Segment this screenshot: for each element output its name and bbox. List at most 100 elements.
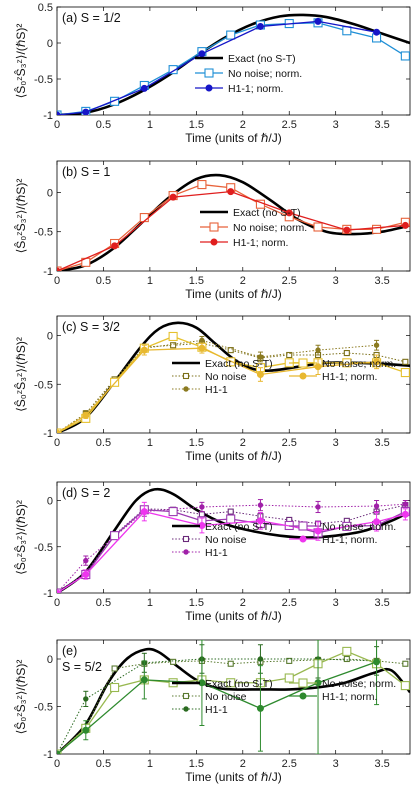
data-point [226,30,236,40]
x-tick-label: 2.5 [282,119,297,131]
legend: Exact (no S-T) No noise; norm. H1-1; norm. [195,53,302,95]
y-tick-label: -1 [43,588,53,600]
x-tick-label: 1 [147,437,153,449]
series-dot-solid [57,501,409,593]
x-tick-label: 1 [147,119,153,131]
data-point [373,658,381,666]
y-tick-label: 0 [47,496,53,508]
x-tick-label: 0 [54,758,60,770]
data-point [197,180,207,190]
series-sq-dotted [57,340,409,433]
legend-label: No noise; norm. [228,68,302,80]
panel-c: 0 0.5 1 1.5 2 2.5 3 3.5 -1 -0.5 0 Time (units of ℏ/… [13,315,411,463]
data-point [198,50,206,58]
data-point [168,331,178,342]
legend-label: H1-1 [205,384,228,396]
series-dot-solid [57,342,381,433]
y-axis-label: ⟨Ŝ₀ᶻŜ₃ᶻ⟩/(ℏS)² [13,337,28,412]
data-point [373,503,380,509]
data-point [110,377,120,387]
x-tick-label: 2 [240,437,246,449]
x-tick-label: 2.5 [282,597,297,609]
y-tick-label: -0.5 [34,379,53,391]
legend-label: H1-1; norm. [228,83,283,95]
legend-label: No noise; norm. [322,678,396,690]
legend-marker [183,549,189,555]
data-point [401,221,409,229]
x-tick-label: 1.5 [189,275,204,287]
legend-label: No noise; norm. [322,521,396,533]
data-point [373,358,381,366]
plot-area [57,173,410,271]
legend-label: No noise [205,691,247,703]
x-tick-label: 0 [54,119,60,131]
data-point [199,337,205,344]
data-point [256,370,264,378]
x-tick-label: 1.5 [189,119,204,131]
x-tick-label: 2.5 [282,758,297,770]
plot-frame [56,639,411,755]
legend-label: H1-1; norm. [322,534,377,546]
y-tick-label: -0.5 [34,542,53,554]
data-point [343,226,351,234]
x-tick-label: 0 [54,275,60,287]
x-tick-label: 0 [54,597,60,609]
data-point [198,511,205,518]
data-point [57,589,61,593]
data-point [82,108,90,115]
data-point [402,660,409,667]
x-tick-label: 0 [54,437,60,449]
data-point [284,673,294,683]
legend-label: H1-1 [205,704,228,716]
data-point [342,26,352,36]
legend-label: H1-1 [205,547,228,559]
panel-a: 0 0.5 1 1.5 2 2.5 3 3.5 -1 -0.5 0 0.5 Time (units of… [13,2,411,145]
x-tick-label: 3.5 [374,119,389,131]
data-point [314,17,322,25]
legend-marker [182,692,190,700]
panel-subtitle: S = 5/2 [62,660,102,674]
legend-marker [183,386,189,392]
data-point [285,209,293,217]
data-point [400,367,410,378]
legend-marker [209,222,219,232]
legend-label: H1-1; norm. [322,691,377,703]
y-tick-label: 0 [47,187,53,199]
x-tick-label: 1.5 [189,597,204,609]
y-tick-label: 0 [47,38,53,50]
data-point [256,22,264,30]
legend-marker [298,521,308,531]
legend-marker [210,238,218,246]
x-tick-label: 2.5 [282,275,297,287]
legend-label: No noise [205,371,247,383]
legend-label: Exact (no S-T) [228,53,296,65]
x-axis-label: Time (units of ℏ/J) [185,131,282,145]
y-tick-label: 0.5 [38,2,53,14]
x-axis-label: Time (units of ℏ/J) [185,770,282,784]
data-point [82,726,90,734]
legend-marker [298,678,308,688]
legend-label: Exact (no S-T) [233,207,301,219]
data-point [342,646,352,656]
data-point [83,696,89,702]
x-tick-label: 1.5 [189,758,204,770]
data-point [286,351,293,359]
y-tick-label: -1 [43,266,53,278]
x-tick-label: 3 [333,437,339,449]
data-point [315,504,321,510]
data-point [313,222,323,232]
legend-label: Exact (no S-T) [205,358,273,370]
legend-marker [182,535,190,543]
x-axis-label: Time (units of ℏ/J) [185,449,282,463]
plot-area [57,640,410,754]
data-point [402,358,409,365]
data-point [140,84,148,92]
data-point [110,682,120,693]
x-tick-label: 3.5 [374,275,389,287]
series-sq-dotted [57,655,409,754]
panel-title: (e) [62,644,77,658]
